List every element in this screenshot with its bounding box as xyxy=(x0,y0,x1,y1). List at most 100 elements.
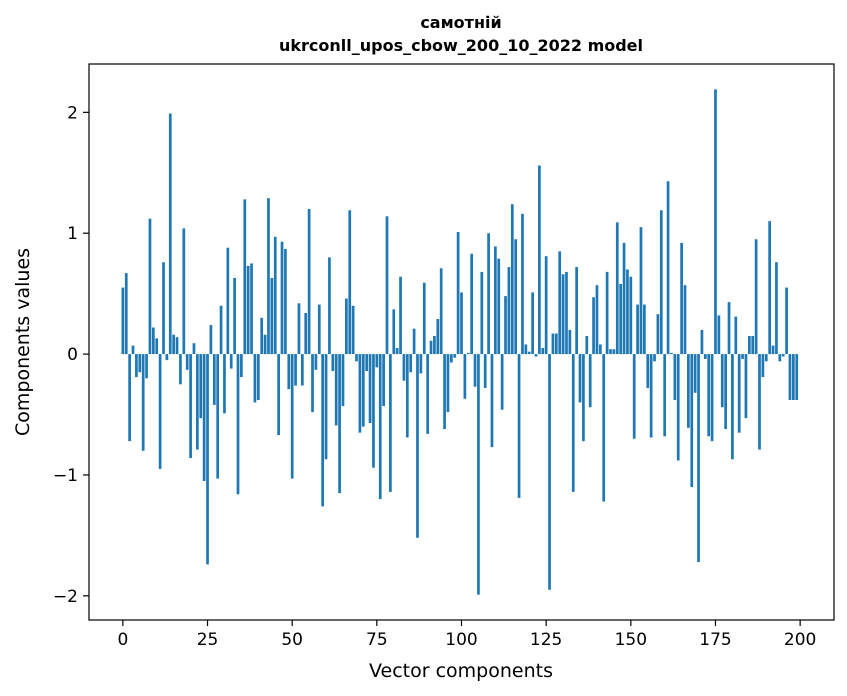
bar-161 xyxy=(666,181,670,355)
bar-166 xyxy=(683,285,687,355)
bar-39 xyxy=(253,354,257,403)
bar-6 xyxy=(141,354,145,451)
bar-79 xyxy=(389,354,392,492)
bar-92 xyxy=(433,335,436,355)
bar-18 xyxy=(182,228,186,355)
bar-43 xyxy=(267,198,270,355)
bar-117 xyxy=(517,354,521,498)
y-tick-label--2: −2 xyxy=(53,587,78,607)
bar-105 xyxy=(477,354,480,595)
bar-180 xyxy=(731,354,734,460)
bar-67 xyxy=(348,210,352,355)
bar-135 xyxy=(578,354,582,403)
bar-46 xyxy=(277,354,280,436)
bar-98 xyxy=(453,354,457,358)
bar-89 xyxy=(422,282,426,355)
bar-108 xyxy=(487,233,490,355)
bar-82 xyxy=(399,276,402,355)
plot-area-frame xyxy=(88,63,835,621)
bar-194 xyxy=(778,354,782,362)
x-tick-label-0: 0 xyxy=(117,630,128,650)
bar-192 xyxy=(771,345,775,355)
bar-77 xyxy=(382,354,385,407)
bar-87 xyxy=(416,354,419,538)
bar-50 xyxy=(290,354,294,479)
x-axis-label: Vector components xyxy=(369,660,553,682)
bar-51 xyxy=(294,354,297,386)
bar-27 xyxy=(212,354,216,405)
bar-47 xyxy=(280,241,284,355)
bar-17 xyxy=(179,354,182,385)
bar-126 xyxy=(548,354,551,590)
bar-21 xyxy=(192,343,196,355)
bar-125 xyxy=(544,256,548,355)
bar-36 xyxy=(243,199,247,355)
bar-35 xyxy=(240,354,243,378)
bar-109 xyxy=(490,354,494,448)
bar-84 xyxy=(405,354,409,438)
bar-196 xyxy=(785,287,788,355)
bar-163 xyxy=(673,354,677,401)
bar-143 xyxy=(605,271,609,355)
bar-191 xyxy=(768,221,772,355)
bar-114 xyxy=(507,267,511,355)
bar-86 xyxy=(412,328,416,355)
bar-179 xyxy=(727,302,731,355)
bar-83 xyxy=(402,354,406,381)
bar-88 xyxy=(419,354,423,374)
bar-53 xyxy=(300,354,304,386)
x-tick-label-75: 75 xyxy=(366,630,388,650)
bar-42 xyxy=(263,334,267,355)
bar-181 xyxy=(734,316,738,355)
bar-104 xyxy=(473,354,477,387)
bar-62 xyxy=(331,354,335,372)
bar-56 xyxy=(311,354,314,413)
bar-58 xyxy=(317,304,321,355)
y-axis-ticks: −2 −1 0 1 2 xyxy=(53,103,89,607)
bar-40 xyxy=(256,354,260,401)
bar-184 xyxy=(744,354,748,419)
bar-170 xyxy=(697,354,700,562)
bar-112 xyxy=(500,354,504,410)
bar-158 xyxy=(656,314,660,355)
x-tick-label-50: 50 xyxy=(281,630,303,650)
bar-140 xyxy=(595,285,599,355)
bar-76 xyxy=(378,354,382,500)
bar-33 xyxy=(233,277,236,355)
bar-100 xyxy=(460,292,463,355)
bar-169 xyxy=(693,354,697,393)
bar-11 xyxy=(158,354,162,469)
bar-74 xyxy=(372,354,375,468)
bar-148 xyxy=(622,242,626,355)
bar-160 xyxy=(663,354,667,437)
bar-63 xyxy=(334,354,338,426)
bar-178 xyxy=(724,354,727,430)
bar-85 xyxy=(409,354,413,373)
bar-34 xyxy=(236,354,240,495)
bar-171 xyxy=(700,329,704,355)
bar-25 xyxy=(206,354,209,565)
bar-102 xyxy=(466,352,470,355)
bar-68 xyxy=(351,305,355,355)
x-tick-label-175: 175 xyxy=(699,630,731,650)
bar-155 xyxy=(646,354,650,388)
bar-90 xyxy=(426,354,429,434)
bar-26 xyxy=(209,325,213,355)
bar-130 xyxy=(561,274,565,355)
bar-65 xyxy=(341,354,345,407)
bar-20 xyxy=(189,354,192,459)
bar-80 xyxy=(392,309,396,355)
bar-1 xyxy=(124,273,128,355)
bar-137 xyxy=(585,335,589,355)
bar-4 xyxy=(135,354,138,378)
bar-151 xyxy=(632,354,636,439)
y-axis-label: Components values xyxy=(12,248,34,436)
y-tick-label--1: −1 xyxy=(53,466,78,486)
bar-165 xyxy=(680,242,683,355)
bar-134 xyxy=(575,267,578,355)
x-tick-label-100: 100 xyxy=(445,630,477,650)
bar-101 xyxy=(463,354,467,399)
bar-132 xyxy=(568,329,572,355)
bar-37 xyxy=(246,265,250,355)
